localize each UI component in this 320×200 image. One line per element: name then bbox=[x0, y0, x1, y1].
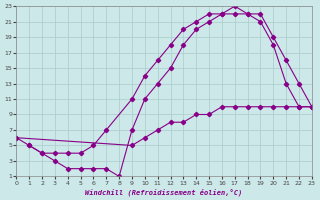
X-axis label: Windchill (Refroidissement éolien,°C): Windchill (Refroidissement éolien,°C) bbox=[85, 188, 243, 196]
